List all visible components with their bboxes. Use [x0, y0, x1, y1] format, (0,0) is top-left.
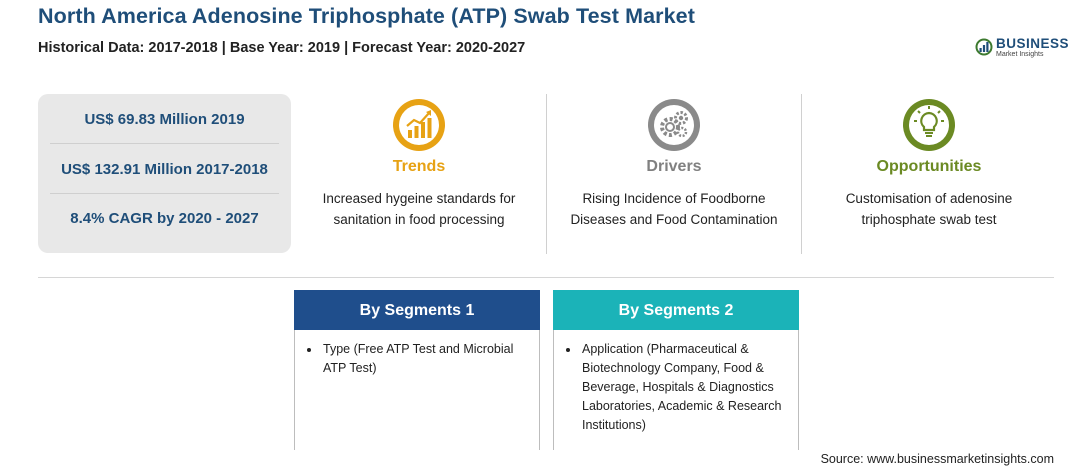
list-item: Application (Pharmaceutical & Biotechnol…	[580, 340, 788, 435]
logo-globe-icon	[975, 38, 993, 56]
opportunities-column: Opportunities Customisation of adenosine…	[802, 96, 1056, 227]
column-divider	[801, 94, 802, 254]
opportunities-heading: Opportunities	[876, 158, 982, 175]
source-note: Source: www.businessmarketinsights.com	[820, 452, 1054, 466]
drivers-column: Drivers Rising Incidence of Foodborne Di…	[547, 96, 801, 227]
trend-chart-icon	[390, 96, 448, 154]
drivers-description: Rising Incidence of Foodborne Diseases a…	[547, 188, 801, 230]
trends-heading: Trends	[392, 158, 446, 175]
opportunities-description: Customisation of adenosine triphosphate …	[802, 188, 1056, 230]
page-subtitle: Historical Data: 2017-2018 | Base Year: …	[38, 40, 526, 56]
section-divider	[38, 277, 1054, 278]
drivers-description-line: Diseases and Food Contamination	[570, 212, 778, 227]
gears-icon	[645, 96, 703, 154]
stat-market-historical: US$ 132.91 Million 2017-2018	[61, 161, 268, 178]
segment-2-title: By Segments 2	[553, 290, 799, 330]
segment-1-box: By Segments 1 Type (Free ATP Test and Mi…	[294, 290, 540, 450]
trends-description-line: Increased hygeine standards for	[322, 191, 516, 206]
stat-cagr: 8.4% CAGR by 2020 - 2027	[70, 210, 259, 227]
drivers-heading: Drivers	[646, 158, 702, 175]
trends-column: Trends Increased hygeine standards for s…	[292, 96, 546, 227]
segment-2-list: Application (Pharmaceutical & Biotechnol…	[554, 340, 798, 435]
drivers-description-line: Rising Incidence of Foodborne	[582, 191, 766, 206]
trends-description: Increased hygeine standards for sanitati…	[292, 188, 546, 230]
logo-word: BUSINESS	[996, 36, 1070, 51]
logo-subtext: Market Insights	[996, 51, 1044, 58]
segment-1-list: Type (Free ATP Test and Microbial ATP Te…	[295, 340, 539, 378]
column-divider	[546, 94, 547, 254]
business-market-insights-logo: BUSINESS Market Insights	[975, 34, 1069, 62]
trends-description-line: sanitation in food processing	[333, 212, 505, 227]
opportunities-description-line: Customisation of adenosine	[845, 191, 1013, 206]
stat-market-2019: US$ 69.83 Million 2019	[84, 111, 245, 128]
stat-divider	[50, 143, 279, 144]
key-stats-panel: US$ 69.83 Million 2019 US$ 132.91 Millio…	[38, 94, 291, 253]
list-item: Type (Free ATP Test and Microbial ATP Te…	[321, 340, 529, 378]
segment-1-title: By Segments 1	[294, 290, 540, 330]
stat-divider	[50, 193, 279, 194]
lightbulb-icon	[900, 96, 958, 154]
segment-2-box: By Segments 2 Application (Pharmaceutica…	[553, 290, 799, 450]
page-title: North America Adenosine Triphosphate (AT…	[38, 4, 695, 28]
opportunities-description-line: triphosphate swab test	[861, 212, 997, 227]
